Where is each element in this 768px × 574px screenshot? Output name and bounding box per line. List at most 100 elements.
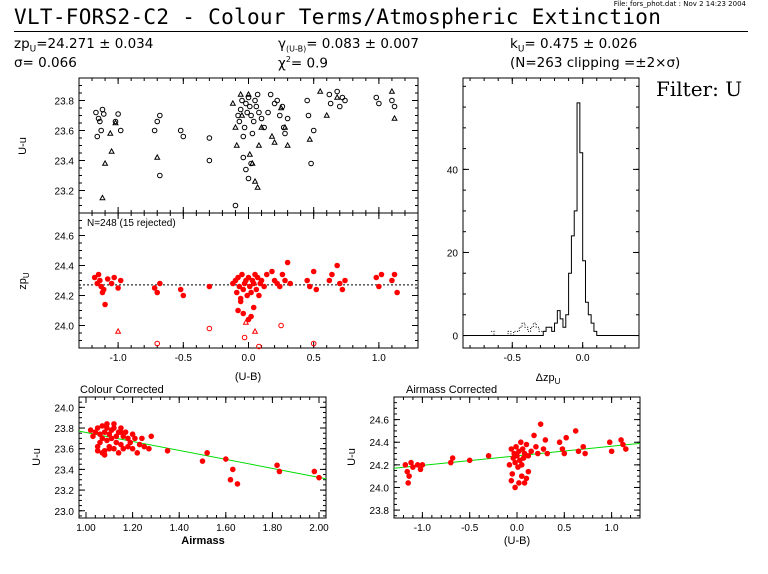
bottom-right-point [402, 462, 409, 468]
clipping-stat: (N=263 clipping =±2×σ) [510, 55, 681, 71]
top-left-point [94, 133, 101, 140]
data-mark-layer [87, 87, 639, 491]
top-left-point [236, 118, 243, 125]
middle-left-xtick-label: -0.5 [175, 353, 193, 364]
bottom-left-point [229, 466, 236, 473]
bottom-right-point [447, 459, 454, 466]
gamma-value: = 0.083 ± 0.007 [306, 36, 419, 52]
bottom-right-ylabel: U-u [346, 448, 358, 466]
top-left-point [334, 88, 340, 95]
bottom-right-point [531, 432, 537, 439]
bottom-left-point [136, 441, 143, 448]
top-left-point [177, 127, 184, 134]
bottom-right-point [405, 480, 411, 486]
bottom-right-point [608, 448, 615, 455]
middle-left-point [248, 313, 254, 320]
top-left-point [284, 141, 291, 148]
page-title: VLT-FORS2-C2 - Colour Terms/Atmospheric … [14, 5, 662, 29]
bottom-left-frame [78, 396, 327, 519]
rejection-annotation: N=248 (15 rejected) [87, 218, 176, 229]
middle-left-ytick-label: 24.0 [55, 322, 75, 333]
bottom-left-point [120, 433, 127, 440]
histogram-bar [555, 323, 558, 335]
bottom-left-point [234, 481, 241, 487]
histogram-ytick-label: 20 [447, 248, 459, 259]
top-left-point [107, 129, 114, 136]
top-left-point [255, 141, 263, 148]
histogram-xtick-label: -0.5 [504, 353, 522, 364]
middle-left-point [263, 271, 270, 278]
bottom-left-fit-line [78, 430, 327, 480]
histogram-bar [549, 327, 552, 335]
bottom-left-point [99, 435, 106, 442]
bottom-right-point [523, 475, 530, 482]
top-left-point [327, 100, 334, 107]
top-left-point [271, 138, 278, 145]
bottom-right-point [618, 437, 624, 443]
top-left-point [250, 118, 257, 125]
top-left-point [306, 135, 314, 142]
k-value: = 0.475 ± 0.026 [524, 36, 638, 52]
top-left-point [389, 97, 395, 104]
middle-left-ytick-label: 24.4 [55, 262, 75, 273]
top-left-point [241, 124, 248, 131]
top-left-ylabel: U-u [17, 137, 29, 155]
chi-superscript: 2 [285, 55, 291, 64]
bottom-right-point [580, 443, 587, 450]
histogram-xlabel-sub: U [555, 377, 561, 386]
middle-left-point [117, 277, 124, 284]
bottom-left-point [129, 431, 136, 438]
bottom-left-point [115, 450, 122, 456]
bottom-right-point [519, 446, 526, 452]
bottom-left-point [99, 450, 106, 456]
histogram-xlabel-main: Δzp [536, 372, 555, 384]
bottom-left-point [274, 462, 280, 469]
top-left-point [252, 97, 258, 104]
middle-left-point [102, 301, 108, 308]
bottom-left-point [106, 431, 113, 438]
top-left-point [274, 97, 280, 104]
middle-left-point [279, 271, 286, 278]
histogram-bar [563, 327, 566, 335]
bottom-right-ytick-label: 24.4 [370, 438, 390, 449]
bottom-right-point [556, 439, 563, 446]
bottom-left-point [104, 437, 110, 444]
bottom-left-point [227, 476, 234, 483]
middle-left-point [336, 280, 343, 287]
bottom-right-point [542, 437, 549, 443]
top-left-point [249, 130, 256, 137]
bottom-right-point [525, 453, 532, 459]
middle-left-point [378, 271, 385, 278]
bottom-right-point [525, 468, 532, 475]
top-left-point [256, 109, 262, 116]
bottom-right-ytick-label: 23.8 [370, 506, 390, 517]
histogram-bar [585, 302, 588, 335]
top-left-point [277, 104, 285, 111]
top-left-point [232, 123, 239, 130]
bottom-right-point [582, 450, 588, 457]
bottom-right-xtick-label: 0.5 [557, 523, 571, 534]
top-left-point [305, 112, 312, 119]
zp-value: =24.271 ± 0.034 [36, 36, 154, 52]
middle-left-point [250, 280, 257, 287]
bottom-right-point [623, 446, 629, 452]
top-left-point [245, 90, 252, 97]
top-left-point [251, 177, 259, 184]
bottom-left-ytick-label: 23.4 [55, 465, 75, 476]
bottom-right-point [508, 477, 515, 484]
histogram-bar [580, 153, 583, 336]
middle-left-point [237, 298, 244, 305]
bottom-left-point [125, 435, 131, 442]
top-left-point [243, 100, 249, 107]
middle-left-point [313, 286, 320, 293]
middle-left-point [256, 292, 262, 299]
middle-left-xtick-label: 0.0 [242, 353, 256, 364]
top-left-point [342, 97, 348, 104]
top-left-point [240, 133, 247, 140]
top-left-point [316, 87, 324, 94]
top-left-point [254, 183, 261, 190]
histogram-bar [583, 261, 586, 336]
chi-symbol: χ [278, 55, 286, 72]
bottom-left-point [223, 456, 229, 462]
bottom-left-point [120, 445, 127, 452]
